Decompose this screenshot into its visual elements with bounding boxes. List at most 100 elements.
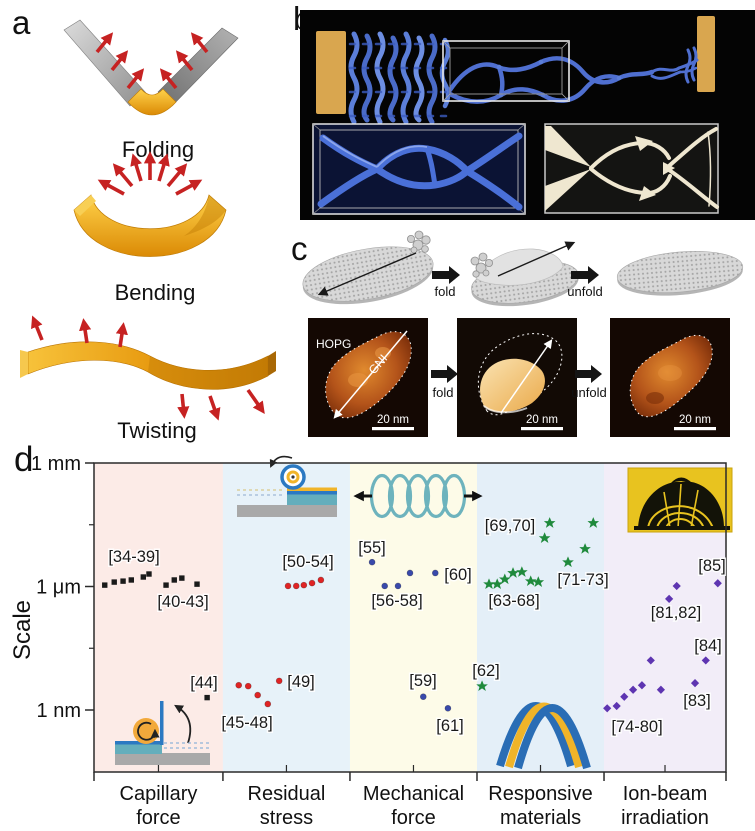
data-point <box>140 574 146 580</box>
ref-label: [85] <box>698 557 726 575</box>
ref-label: [45-48] <box>221 714 272 732</box>
scale-bar <box>521 427 563 431</box>
data-point <box>507 567 519 578</box>
data-point <box>179 575 185 581</box>
data-point <box>620 692 629 701</box>
data-point <box>254 691 261 699</box>
plot-frame <box>93 462 727 773</box>
category-label: Ion-beam <box>623 783 708 805</box>
category-band <box>476 463 605 772</box>
ref-label: [71-73] <box>557 571 608 589</box>
flake-axis-arrow <box>500 339 553 414</box>
simulation-flake-folded <box>470 241 579 307</box>
residual-stress-icon <box>237 455 337 517</box>
bending-illustration: Bending <box>73 151 227 305</box>
category-label: force <box>136 807 180 829</box>
twisting-illustration: Twisting <box>20 315 276 443</box>
ref-label: [40-43] <box>157 593 208 611</box>
ion-beam-icon <box>627 467 733 533</box>
data-point <box>120 578 126 584</box>
tip-cluster <box>407 230 431 254</box>
panel-a-letter: a <box>12 4 31 41</box>
data-point <box>235 681 243 689</box>
ref-label: [61] <box>436 717 464 735</box>
membrane-accordion-region <box>348 31 451 125</box>
y-axis-label: Scale <box>9 600 36 660</box>
y-tick-label: 1 mm <box>31 453 81 475</box>
data-point <box>194 581 200 587</box>
folding-label: Folding <box>122 137 194 162</box>
category-label: Mechanical <box>363 783 464 805</box>
data-point <box>381 582 389 590</box>
ref-label: [55] <box>358 539 386 557</box>
unfold-step-arrow <box>575 365 602 383</box>
fold-step-arrow <box>432 266 460 284</box>
unfolded-outline <box>477 333 563 416</box>
data-point <box>394 582 402 590</box>
bending-label: Bending <box>115 280 196 305</box>
data-point <box>532 576 545 587</box>
data-point <box>579 543 591 554</box>
data-point <box>419 693 427 701</box>
folding-force-arrows <box>95 32 209 90</box>
data-point <box>171 577 177 583</box>
data-point <box>656 685 666 694</box>
category-label: irradiation <box>621 807 709 829</box>
tip-cluster <box>470 252 493 278</box>
afm-image-folded: 20 nm <box>457 318 577 437</box>
panel-c-letter: c <box>291 230 308 267</box>
ref-label: [50-54] <box>282 553 333 571</box>
ref-label: [84] <box>694 637 722 655</box>
category-label: Responsive <box>488 783 593 805</box>
scale-bar <box>674 427 716 431</box>
data-point <box>524 575 537 587</box>
ref-label: [83] <box>683 692 711 710</box>
ref-label: [59] <box>409 672 437 690</box>
membrane-zoom-inset <box>312 123 526 215</box>
zoom-region-outline-box <box>442 40 570 102</box>
data-point <box>603 704 612 713</box>
fold-step-arrow <box>431 365 458 383</box>
afm-image-flat: HOPG GNI 20 nm <box>308 318 428 437</box>
data-point <box>637 681 647 690</box>
ref-label: [44] <box>190 674 218 692</box>
data-point <box>308 579 316 587</box>
responsive-materials-icon <box>496 702 591 770</box>
data-point <box>264 700 272 708</box>
category-bands <box>94 463 726 772</box>
data-point <box>292 582 300 590</box>
substrate-label: HOPG <box>316 337 351 351</box>
y-tick-label: 1 μm <box>36 577 81 599</box>
twisting-force-arrows <box>31 315 265 421</box>
ref-label: [69,70] <box>485 517 535 535</box>
fold-step-label: fold <box>435 284 456 299</box>
capillary-force-icon <box>115 701 210 765</box>
data-point <box>499 573 511 585</box>
data-point <box>431 569 439 577</box>
data-point <box>317 576 325 584</box>
data-point <box>665 594 674 603</box>
ref-label: [81,82] <box>651 604 701 622</box>
category-label: materials <box>500 807 581 829</box>
simulation-flake-flat <box>302 230 434 305</box>
data-point <box>628 685 638 694</box>
scale-bar <box>372 427 414 431</box>
category-label: Residual <box>248 783 326 805</box>
data-point <box>128 577 134 583</box>
data-point <box>300 581 308 589</box>
flake-axis-arrow <box>333 330 408 419</box>
data-point <box>406 569 414 577</box>
data-point <box>612 701 621 711</box>
data-point <box>483 578 495 590</box>
membrane-photo-inset <box>544 123 719 214</box>
data-point <box>562 556 574 568</box>
scale-bar-label: 20 nm <box>526 414 558 426</box>
data-point <box>102 582 108 588</box>
afm-image-restored: 20 nm <box>610 318 730 437</box>
folding-illustration: Folding <box>63 19 239 162</box>
ref-label: [56-58] <box>371 592 422 610</box>
data-point <box>368 558 376 566</box>
data-point <box>163 582 169 588</box>
data-point <box>538 532 551 543</box>
scale-bar-label: 20 nm <box>679 414 711 426</box>
